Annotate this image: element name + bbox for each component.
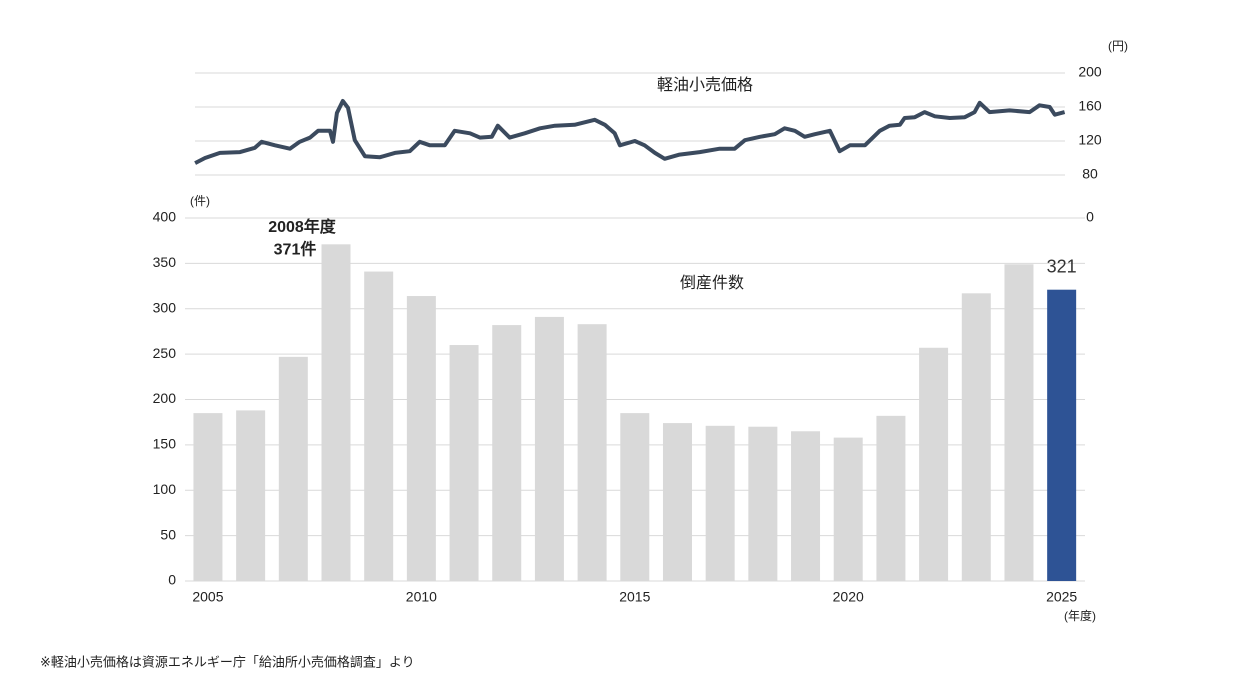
bar	[705, 425, 735, 581]
bar	[748, 426, 778, 581]
y-tick-label: 400	[153, 209, 177, 225]
y2-tick-label: 120	[1078, 132, 1102, 148]
bar	[534, 316, 564, 581]
bar	[236, 410, 266, 581]
y-tick-label: 100	[153, 481, 177, 497]
bar	[449, 345, 479, 581]
bar	[1047, 289, 1077, 581]
bar	[919, 347, 949, 581]
y-tick-label: 200	[153, 390, 177, 406]
x-tick-label: 2015	[619, 589, 650, 605]
value-label: 321	[1047, 256, 1077, 276]
value-label: 371件	[274, 240, 317, 259]
y-tick-label: 150	[153, 436, 177, 452]
y2-tick-label: 160	[1078, 98, 1102, 114]
bar	[577, 324, 607, 581]
x-tick-label: 2005	[192, 589, 223, 605]
y-tick-label: 0	[168, 572, 176, 588]
bar	[662, 423, 692, 581]
bar	[961, 293, 991, 581]
bar	[321, 244, 351, 581]
y2-tick-label: 0	[1086, 209, 1094, 225]
y2-tick-label: 200	[1078, 64, 1102, 80]
bar	[1004, 264, 1034, 581]
x-tick-label: 2010	[406, 589, 437, 605]
x-tick-label: 2025	[1046, 589, 1077, 605]
bar	[406, 296, 436, 581]
y-unit: (件)	[190, 194, 210, 208]
bar	[193, 413, 223, 581]
y2-tick-label: 80	[1082, 166, 1098, 182]
y-tick-label: 50	[160, 526, 176, 542]
y2-unit: (円)	[1108, 39, 1128, 53]
footnote: ※軽油小売価格は資源エネルギー庁「給油所小売価格調査」より	[40, 654, 415, 669]
bar	[876, 415, 906, 581]
y-tick-label: 300	[153, 299, 177, 315]
bar	[791, 431, 821, 581]
y-tick-label: 250	[153, 345, 177, 361]
bar	[620, 413, 650, 581]
x-tick-label: 2020	[833, 589, 864, 605]
annotation: 2008年度	[268, 217, 337, 236]
bar-title: 倒産件数	[680, 274, 744, 292]
bar	[492, 325, 522, 581]
y-tick-label: 350	[153, 254, 177, 270]
bar	[278, 356, 308, 581]
bar	[364, 271, 394, 581]
price-line	[194, 99, 1066, 165]
x-unit: (年度)	[1064, 608, 1096, 623]
line-title: 軽油小売価格	[657, 76, 753, 94]
bar	[833, 437, 863, 581]
